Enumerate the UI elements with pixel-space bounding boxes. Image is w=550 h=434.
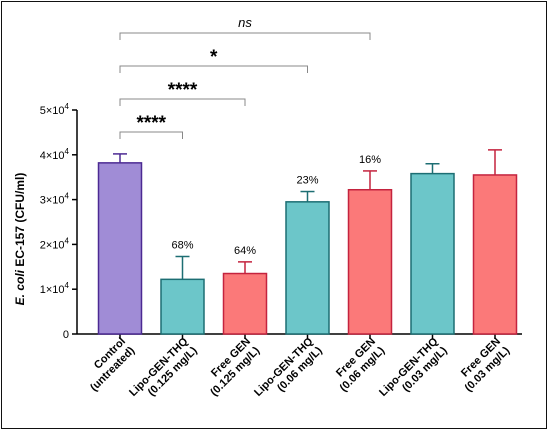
significance-bracket bbox=[119, 65, 308, 73]
bar bbox=[347, 188, 393, 335]
y-tick-label: 0 bbox=[63, 329, 69, 341]
x-category-label: Lipo-GEN-THQ(0.125 mg/L) bbox=[127, 335, 200, 399]
significance-label: **** bbox=[136, 113, 166, 134]
x-category-label: Control(untreated) bbox=[88, 336, 137, 394]
bar bbox=[410, 172, 455, 335]
x-category-label: Lipo-GEN-THQ(0.06 mg/L) bbox=[252, 335, 325, 399]
percent-label: 16% bbox=[359, 154, 381, 166]
bar bbox=[160, 278, 205, 335]
chart-frame: 0 1×104 2×104 3×104 4×104 5×104 Control (untrea… bbox=[1, 1, 547, 429]
bar bbox=[97, 162, 143, 335]
significance-label: * bbox=[210, 47, 218, 68]
significance-label: **** bbox=[168, 80, 198, 101]
y-axis-label: E. coli EC-157 (CFU/ml) bbox=[13, 173, 27, 306]
y-tick-label: 2×104 bbox=[40, 236, 70, 251]
bar bbox=[472, 174, 518, 335]
bar bbox=[285, 201, 330, 335]
significance-bracket bbox=[119, 98, 246, 106]
significance-bracket bbox=[119, 32, 371, 40]
percent-label: 23% bbox=[296, 175, 318, 187]
x-category-label: Free GEN(0.03 mg/L) bbox=[459, 335, 512, 394]
significance-bracket bbox=[119, 131, 183, 139]
y-tick-label: 3×104 bbox=[40, 192, 70, 207]
bar bbox=[222, 272, 268, 335]
percent-label: 64% bbox=[234, 245, 256, 257]
y-tick-label: 5×104 bbox=[40, 102, 70, 117]
percent-label: 68% bbox=[171, 239, 193, 251]
x-category-label: Free GEN(0.06 mg/L) bbox=[334, 335, 387, 394]
significance-label: ns bbox=[238, 15, 252, 30]
y-tick-label: 1×104 bbox=[40, 281, 70, 296]
x-category-label: Lipo-GEN-THQ(0.03 mg/L) bbox=[377, 335, 450, 399]
y-tick-label: 4×104 bbox=[40, 147, 70, 162]
